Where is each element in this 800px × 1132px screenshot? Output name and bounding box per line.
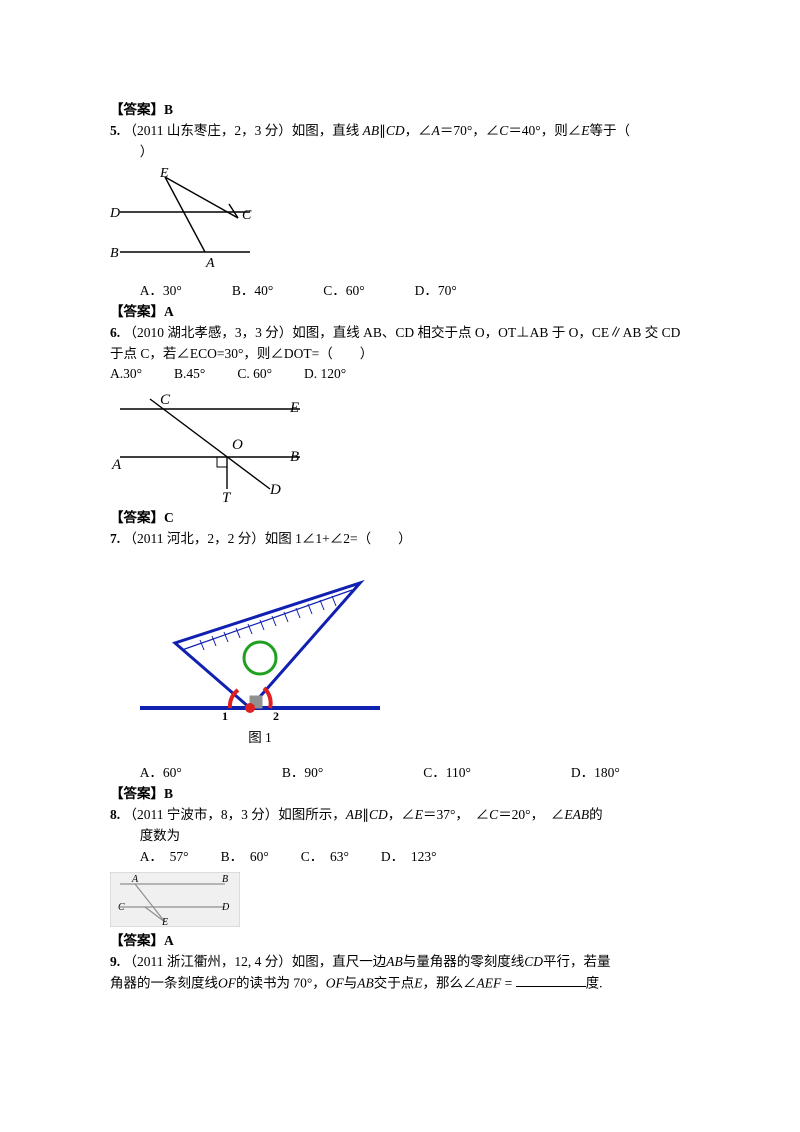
q6-figure: C E O B A D T bbox=[110, 389, 690, 504]
svg-text:A: A bbox=[131, 874, 139, 885]
q7-options: A．60° B．90° C．110° D．180° bbox=[110, 763, 690, 784]
q5-opt-b: B．40° bbox=[232, 281, 273, 302]
answer-6: 【答案】C bbox=[110, 508, 690, 529]
svg-text:A: A bbox=[111, 457, 122, 473]
q6-text: （2010 湖北孝感，3，3 分）如图，直线 AB、CD 相交于点 O，OT⊥A… bbox=[124, 325, 681, 340]
answer-8: 【答案】A bbox=[110, 931, 690, 952]
q9-line2: 角器的一条刻度线OF的读书为 70°，OF与AB交于点E，那么∠AEF = 度. bbox=[110, 973, 690, 994]
svg-text:C: C bbox=[118, 902, 125, 913]
q5-options: A．30° B．40° C．60° D．70° bbox=[110, 281, 690, 302]
svg-text:T: T bbox=[222, 490, 232, 504]
q5-figure: E D C B A bbox=[110, 167, 690, 277]
q6-num: 6. bbox=[110, 325, 120, 340]
q7-caption: 图 1 bbox=[130, 728, 390, 749]
answer-4: 【答案】B bbox=[110, 100, 690, 121]
svg-text:B: B bbox=[290, 449, 299, 465]
q6-options: A.30° B.45° C. 60° D. 120° bbox=[110, 364, 690, 385]
spacer bbox=[110, 753, 690, 763]
q5-paren: ） bbox=[110, 142, 690, 163]
q7-opt-c: C．110° bbox=[423, 763, 471, 784]
page-content: 【答案】B 5. （2011 山东枣庄，2，3 分）如图，直线 AB∥CD，∠A… bbox=[0, 0, 800, 1034]
answer-5: 【答案】A bbox=[110, 302, 690, 323]
spacer bbox=[110, 550, 690, 564]
svg-text:D: D bbox=[110, 206, 120, 221]
blank-fill bbox=[516, 973, 586, 988]
q6-opt-c: C. 60° bbox=[237, 364, 272, 385]
q6-opt-b: B.45° bbox=[174, 364, 205, 385]
q7-opt-b: B．90° bbox=[282, 763, 323, 784]
q6-opt-a: A.30° bbox=[110, 364, 142, 385]
svg-text:E: E bbox=[161, 917, 168, 927]
q8-options: A． 57° B． 60° C． 63° D． 123° bbox=[110, 847, 690, 868]
q6-text2: 于点 C，若∠ECO=30°，则∠DOT=（ ） bbox=[110, 344, 690, 365]
question-7: 7. （2011 河北，2，2 分）如图 1∠1+∠2=（ ） bbox=[110, 529, 690, 550]
question-8: 8. （2011 宁波市，8，3 分）如图所示，AB∥CD，∠E＝37°， ∠C… bbox=[110, 805, 690, 826]
q5-opt-a: A．30° bbox=[140, 281, 182, 302]
svg-text:B: B bbox=[222, 874, 228, 885]
q5-cd: CD bbox=[386, 123, 405, 138]
q8-text: （2011 宁波市，8，3 分）如图所示， bbox=[124, 807, 346, 822]
svg-text:E: E bbox=[289, 400, 299, 416]
q8-opt-a: A． 57° bbox=[140, 847, 189, 868]
svg-text:D: D bbox=[221, 902, 230, 913]
svg-text:D: D bbox=[269, 482, 281, 498]
q5-opt-d: D．70° bbox=[415, 281, 457, 302]
q7-opt-a: A．60° bbox=[140, 763, 182, 784]
q9-text: （2011 浙江衢州，12, 4 分）如图，直尺一边 bbox=[124, 954, 387, 969]
answer-7: 【答案】B bbox=[110, 784, 690, 805]
svg-text:B: B bbox=[110, 246, 119, 261]
q5-ab: AB bbox=[363, 123, 380, 138]
svg-text:C: C bbox=[242, 208, 252, 223]
svg-text:A: A bbox=[205, 256, 215, 271]
svg-text:2: 2 bbox=[273, 709, 279, 723]
q7-figure: 1 2 图 1 bbox=[110, 568, 690, 749]
q8-opt-b: B． 60° bbox=[221, 847, 269, 868]
q8-text6: 度数为 bbox=[110, 826, 690, 847]
svg-text:O: O bbox=[232, 437, 243, 453]
q7-opt-d: D．180° bbox=[571, 763, 620, 784]
q5-opt-c: C．60° bbox=[323, 281, 364, 302]
q9-num: 9. bbox=[110, 954, 120, 969]
q8-opt-d: D． 123° bbox=[381, 847, 437, 868]
question-6: 6. （2010 湖北孝感，3，3 分）如图，直线 AB、CD 相交于点 O，O… bbox=[110, 323, 690, 344]
q8-opt-c: C． 63° bbox=[301, 847, 349, 868]
q7-text: （2011 河北，2，2 分）如图 1∠1+∠2=（ ） bbox=[124, 531, 412, 546]
q8-figure: A B C D E bbox=[110, 872, 690, 927]
q7-num: 7. bbox=[110, 531, 120, 546]
question-5: 5. （2011 山东枣庄，2，3 分）如图，直线 AB∥CD，∠A＝70°，∠… bbox=[110, 121, 690, 142]
q8-num: 8. bbox=[110, 807, 120, 822]
question-9: 9. （2011 浙江衢州，12, 4 分）如图，直尺一边AB与量角器的零刻度线… bbox=[110, 952, 690, 973]
q6-opt-d: D. 120° bbox=[304, 364, 346, 385]
q5-text: （2011 山东枣庄，2，3 分）如图，直线 bbox=[124, 123, 360, 138]
q5-num: 5. bbox=[110, 123, 120, 138]
svg-text:C: C bbox=[160, 392, 171, 408]
svg-text:E: E bbox=[159, 167, 169, 181]
svg-text:1: 1 bbox=[222, 709, 228, 723]
